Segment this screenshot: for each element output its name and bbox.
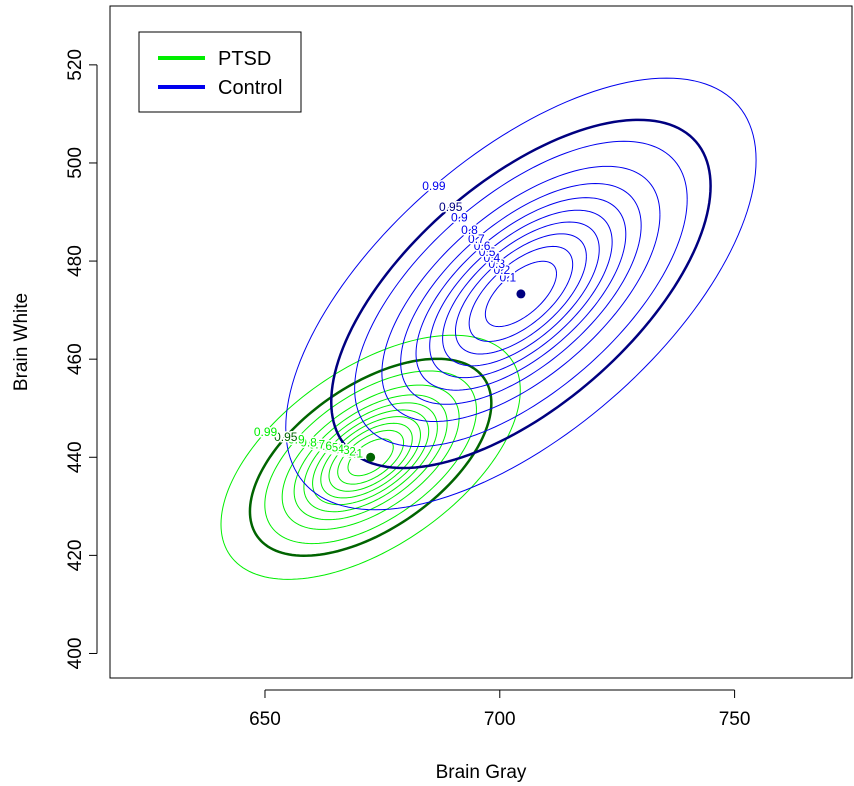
contour-ptsd-0.9 — [264, 370, 477, 545]
x-axis-title: Brain Gray — [436, 762, 527, 783]
contour-label-ptsd: 0.2 — [339, 445, 356, 459]
contour-ptsd-0.6 — [303, 402, 438, 513]
contour-ptsd-0.8 — [281, 384, 460, 530]
contour-label-ptsd: 0.5 — [321, 440, 338, 454]
y-tick-label: 520 — [65, 49, 86, 81]
x-tick-label: 650 — [249, 709, 281, 730]
contour-control-0.8 — [381, 165, 661, 423]
contour-layer — [220, 77, 757, 580]
contour-label-control: 0.7 — [468, 232, 485, 246]
contour-ptsd-0.3 — [328, 422, 413, 492]
contour-label-control: 0.4 — [484, 251, 501, 265]
contour-label-control: 0.1 — [499, 271, 516, 285]
y-tick-label: 400 — [65, 638, 86, 670]
y-axis: 400 420 440 460 480 500 520 — [65, 49, 98, 670]
legend: PTSD Control — [138, 31, 302, 113]
legend-label-control: Control — [218, 77, 282, 99]
contour-label-control: 0.8 — [461, 223, 478, 237]
contour-label-ptsd: 0.6 — [315, 439, 332, 453]
legend-label-ptsd: PTSD — [218, 48, 271, 70]
plot-frame — [109, 5, 853, 679]
contour-label-control: 0.99 — [422, 179, 446, 193]
legend-box — [138, 31, 302, 113]
contour-label-control: 0.95 — [439, 200, 463, 214]
contour-ptsd-0.7 — [293, 394, 448, 521]
contour-control-0.6 — [415, 197, 627, 391]
contour-label-ptsd: 0.3 — [333, 443, 350, 457]
contour-label-control: 0.6 — [474, 239, 491, 253]
contour-label-control: 0.2 — [493, 263, 510, 277]
contour-control-0.99 — [285, 77, 757, 511]
y-tick-label: 420 — [65, 540, 86, 572]
contour-ptsd-0.5 — [312, 409, 430, 506]
contour-label-ptsd: 0.4 — [327, 442, 344, 456]
y-tick-label: 460 — [65, 343, 86, 375]
contour-control-0.9 — [354, 140, 688, 448]
y-axis-title: Brain White — [11, 293, 32, 391]
contour-control-0.7 — [400, 183, 642, 405]
contour-label-ptsd: 0.1 — [346, 446, 363, 460]
x-tick-label: 750 — [719, 709, 751, 730]
x-axis: 650 700 750 — [249, 689, 751, 730]
contour-label-control: 0.9 — [451, 211, 468, 225]
contour-label-ptsd: 0.8 — [300, 435, 317, 449]
contour-ptsd-0.99 — [220, 334, 521, 580]
contour-control-0.3 — [454, 233, 587, 355]
contour-label-ptsd: 0.99 — [254, 425, 278, 439]
mean-point-ptsd — [366, 452, 376, 462]
mean-point-control — [516, 289, 526, 299]
x-tick-label: 700 — [484, 709, 516, 730]
contour-control-0.1 — [484, 260, 557, 328]
y-tick-label: 500 — [65, 147, 86, 179]
contour-control-0.4 — [442, 221, 600, 367]
y-tick-label: 440 — [65, 441, 86, 473]
contour-label-control: 0.3 — [488, 257, 505, 271]
contour-label-layer: 0.10.20.30.40.50.60.70.80.90.950.990.10.… — [252, 178, 518, 462]
contour-control-0.95 — [329, 118, 712, 470]
contour-label-control: 0.5 — [479, 245, 496, 259]
contour-control-0.5 — [429, 209, 613, 379]
contour-label-ptsd: 0.95 — [274, 430, 298, 444]
mean-point-layer — [366, 289, 526, 462]
contour-label-ptsd: 0.7 — [309, 437, 326, 451]
y-tick-label: 480 — [65, 245, 86, 277]
contour-control-0.2 — [468, 245, 574, 342]
contour-ptsd-0.2 — [337, 429, 405, 485]
contour-label-ptsd: 0.9 — [288, 432, 305, 446]
contour-ptsd-0.4 — [320, 416, 421, 499]
